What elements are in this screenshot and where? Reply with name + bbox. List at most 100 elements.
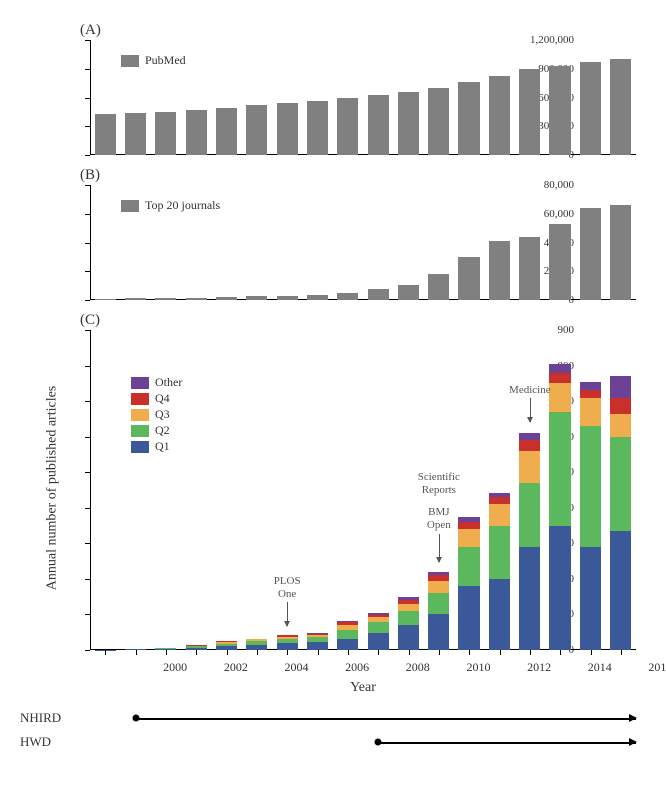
panel-c-seg-other (549, 364, 570, 373)
panel-b-bar (186, 298, 207, 300)
x-tick-label: 2008 (403, 660, 433, 676)
annotation-medicine: Medicine (500, 384, 560, 396)
panel-c-xtickmark (318, 650, 319, 655)
panel-b-bar (307, 295, 328, 300)
legend-label-q1: Q1 (155, 439, 170, 454)
annotation-arrow (439, 534, 440, 562)
panel-c-xtickmark (621, 650, 622, 655)
panel-c-seg-q1 (489, 579, 510, 650)
panel-b-bar (489, 241, 510, 300)
panel-c-xtickmark (409, 650, 410, 655)
panel-a-ytickmark (85, 155, 90, 156)
panel-c-xtickmark (500, 650, 501, 655)
panel-c-seg-q1 (398, 625, 419, 650)
legend-item-other: Other (131, 375, 182, 390)
panel-c-seg-q3 (610, 414, 631, 437)
panel-c-seg-q1 (307, 642, 328, 650)
panel-b-bar (95, 299, 116, 300)
annotation-arrow (530, 398, 531, 422)
x-tick-label (554, 660, 584, 676)
panel-b: (B) 020,00040,00060,00080,000 Top 20 jou… (20, 165, 646, 300)
panel-c-xtickmark (105, 650, 106, 655)
panel-a-bar (186, 110, 207, 155)
legend-swatch-q3 (131, 409, 149, 421)
panel-c-xtickmark (166, 650, 167, 655)
panel-c-seg-q3 (428, 581, 449, 593)
panel-a-bar (368, 95, 389, 155)
panel-c-bar (519, 433, 540, 650)
timeline-arrow-icon (629, 738, 637, 746)
panel-c: (C) Annual number of published articles … (20, 310, 646, 650)
panel-c-ytickmark (85, 650, 90, 651)
legend-label-other: Other (155, 375, 182, 390)
panel-c-legend: Other Q4 Q3 Q2 Q1 (125, 370, 188, 459)
panel-a: (A) 0300,000600,000900,0001,200,000 PubM… (20, 20, 646, 155)
panel-c-bar (398, 597, 419, 650)
x-tick-labels: 200020022004200620082010201220142016 (160, 660, 666, 676)
annotation-bmj-open: BMJOpen (414, 506, 464, 530)
panel-c-xtickmark (196, 650, 197, 655)
panel-c-seg-q1 (277, 643, 298, 650)
timeline-hwd: HWD (90, 732, 636, 752)
x-tick-label: 2016 (645, 660, 666, 676)
panel-c-seg-q2 (489, 526, 510, 579)
panel-a-bar (277, 103, 298, 155)
panel-c-bar (580, 382, 601, 650)
panel-c-xtickmark (227, 650, 228, 655)
panel-b-bar (428, 274, 449, 300)
panel-c-seg-q1 (610, 531, 631, 650)
panel-c-seg-q1 (428, 614, 449, 650)
panel-c-bar (368, 613, 389, 650)
panel-b-bar (458, 257, 479, 300)
x-tick-label: 2006 (342, 660, 372, 676)
panel-c-seg-q2 (398, 611, 419, 625)
panel-a-bar (125, 113, 146, 155)
panel-c-seg-q3 (458, 529, 479, 547)
panel-c-seg-q1 (368, 633, 389, 650)
x-tick-label (251, 660, 281, 676)
panel-c-bar (610, 376, 631, 650)
legend-label-top20: Top 20 journals (145, 198, 220, 213)
panel-a-bar (307, 101, 328, 155)
panel-c-xtickmark (591, 650, 592, 655)
legend-swatch-other (131, 377, 149, 389)
x-tick-label: 2004 (281, 660, 311, 676)
panel-c-xtickmark (530, 650, 531, 655)
x-axis-label: Year (80, 680, 646, 696)
panel-c-seg-q2 (610, 437, 631, 531)
panel-c-bar (458, 517, 479, 650)
panel-c-seg-q4 (610, 398, 631, 414)
legend-label-pubmed: PubMed (145, 53, 186, 68)
legend-swatch-q4 (131, 393, 149, 405)
panel-c-xtickmark (378, 650, 379, 655)
panel-a-bar (428, 88, 449, 155)
panel-a-bar (337, 98, 358, 155)
panel-c-seg-q2 (337, 630, 358, 639)
panel-c-seg-q4 (519, 440, 540, 451)
panel-b-label: (B) (80, 167, 100, 184)
legend-item-q4: Q4 (131, 391, 182, 406)
panel-c-seg-q2 (580, 426, 601, 547)
x-tick-label (312, 660, 342, 676)
x-tick-label (494, 660, 524, 676)
timeline-hwd-label: HWD (20, 734, 80, 750)
legend-swatch-q1 (131, 441, 149, 453)
timeline-nhird-label: NHIRD (20, 710, 80, 726)
panel-b-bar (398, 285, 419, 300)
annotation-arrow (287, 602, 288, 626)
panel-c-label: (C) (80, 312, 100, 329)
panel-a-bar (610, 59, 631, 155)
panel-c-bar (549, 364, 570, 650)
panel-c-seg-q1 (337, 639, 358, 650)
panel-c-ylabel: Annual number of published articles (44, 386, 60, 591)
panel-a-bar (458, 82, 479, 155)
panel-b-bar (125, 298, 146, 300)
panel-c-bar (216, 641, 237, 650)
timeline-arrow-icon (629, 714, 637, 722)
panel-c-seg-q3 (519, 451, 540, 483)
panel-c-xtickmark (469, 650, 470, 655)
panel-c-xtickmark (439, 650, 440, 655)
panel-b-bar (155, 298, 176, 300)
panel-c-seg-q1 (519, 547, 540, 650)
panel-a-bar (246, 105, 267, 155)
